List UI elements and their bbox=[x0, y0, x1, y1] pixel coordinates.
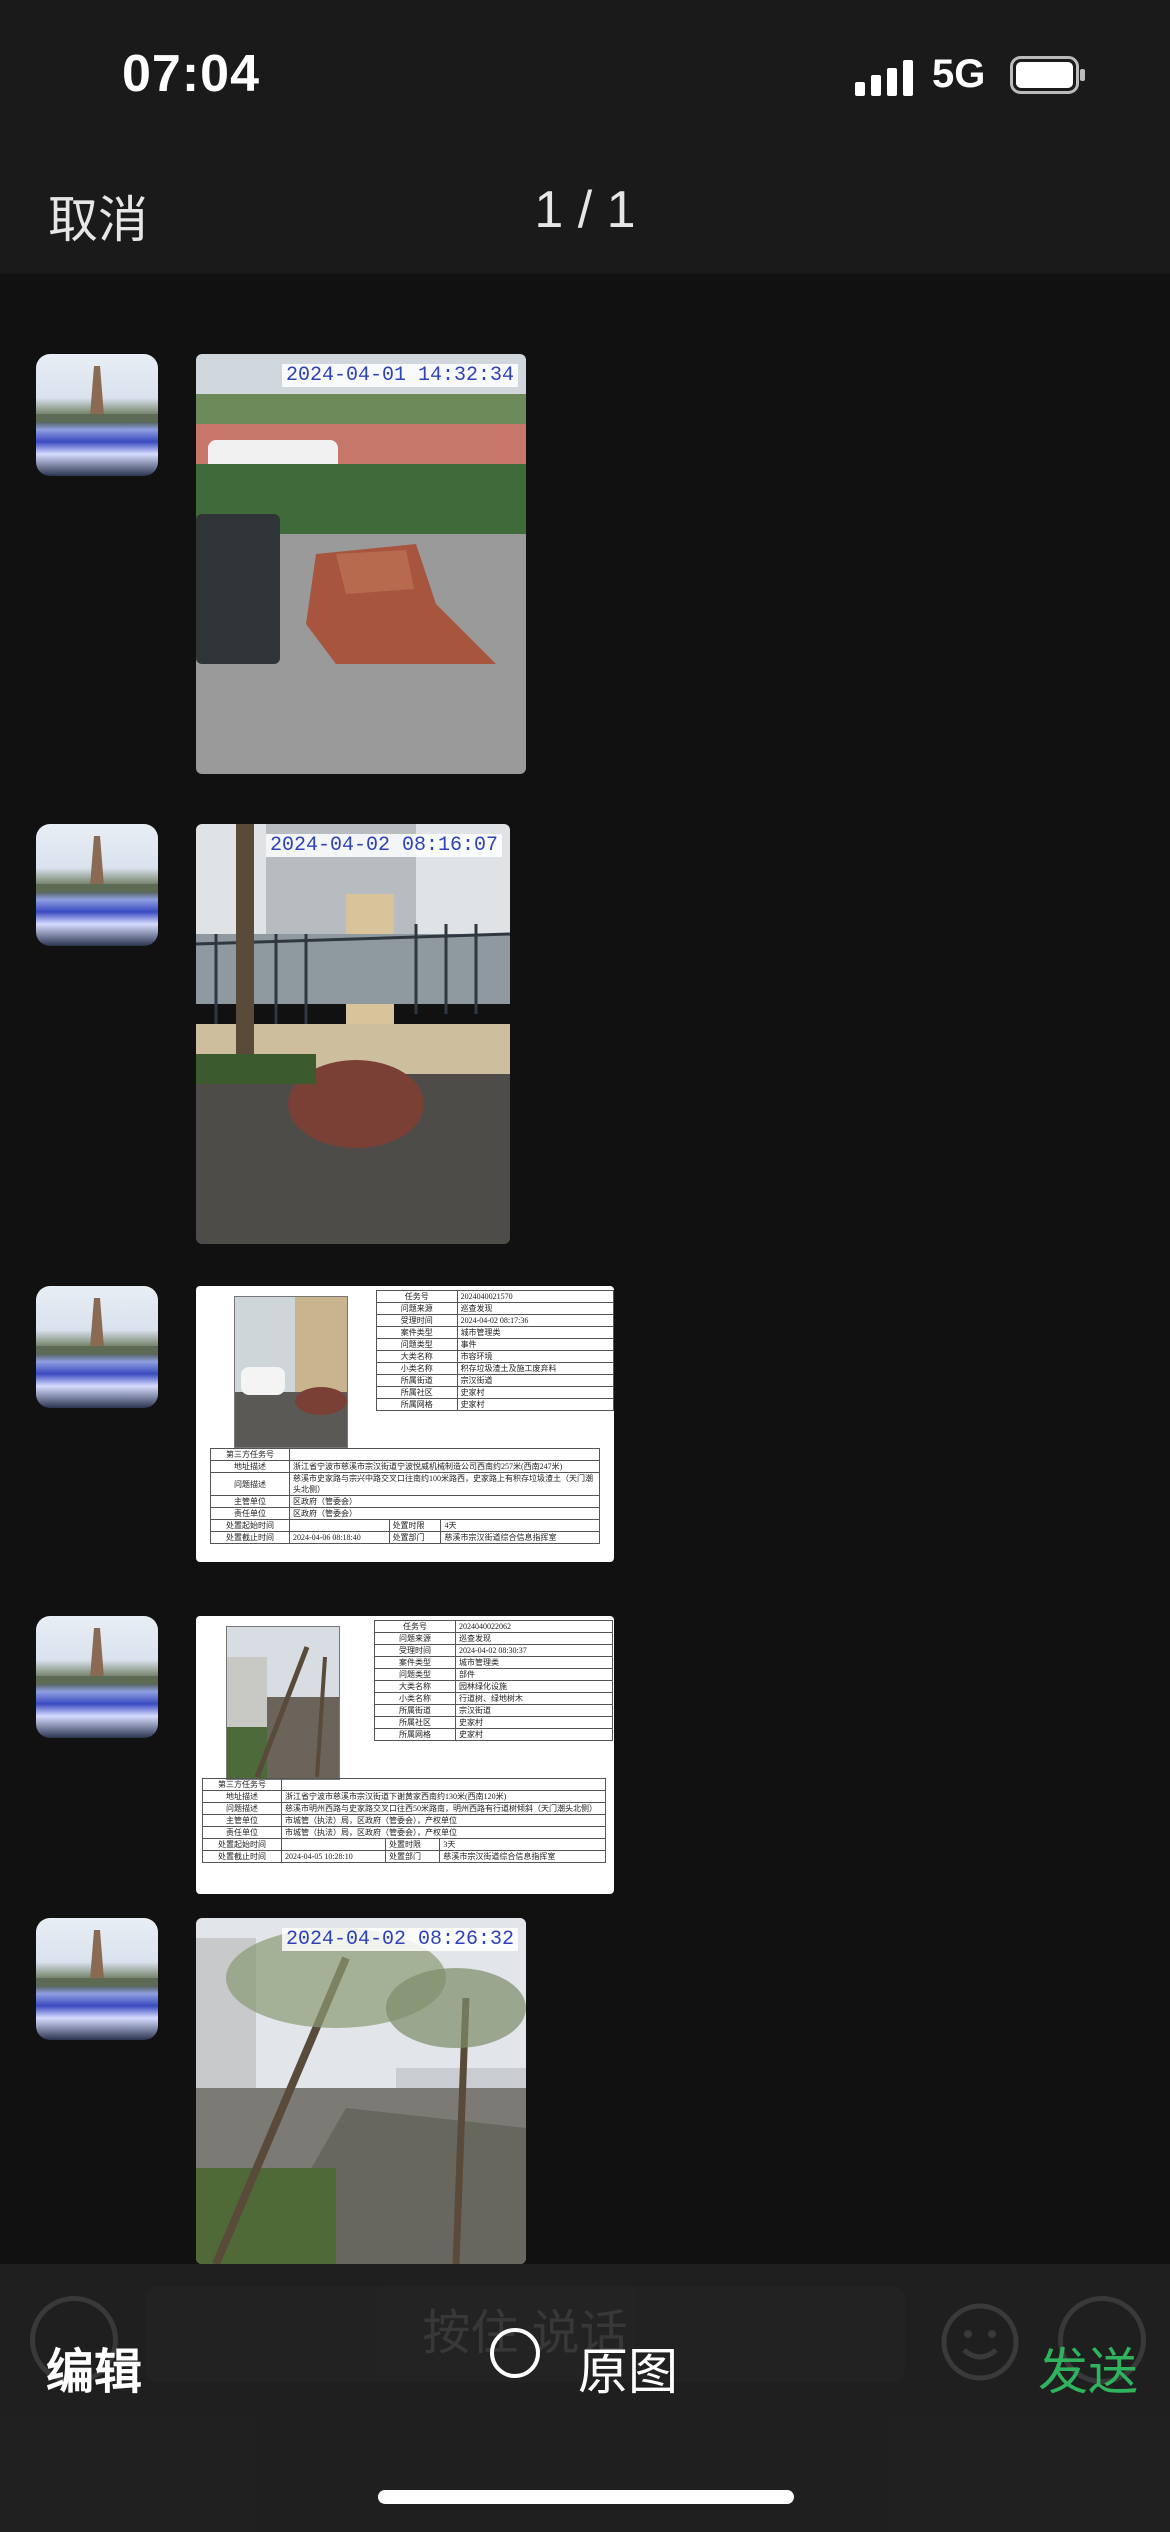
form-bottom-table: 第三方任务号 地址描述 浙江省宁波市慈溪市宗汉街道宁波悦威机械制造公司西南约257… bbox=[210, 1448, 600, 1544]
photo-thumbnail[interactable]: 2024-04-02 08:26:32 bbox=[196, 1918, 526, 2264]
case-form-thumbnail[interactable]: 任务号 2024040021570 问题来源 巡查发现 受理时间 2024-04-02… bbox=[196, 1286, 614, 1562]
image-list[interactable]: 2024-04-01 14:32:34 bbox=[0, 274, 1170, 2264]
case-photo bbox=[226, 1626, 340, 1780]
avatar[interactable] bbox=[36, 1918, 158, 2040]
send-button[interactable]: 发送 bbox=[1038, 2344, 1138, 2400]
plus-icon bbox=[1058, 2296, 1146, 2384]
original-image-label[interactable]: 原图 bbox=[578, 2344, 678, 2400]
battery-icon bbox=[1010, 56, 1085, 94]
photo-timestamp: 2024-04-01 14:32:34 bbox=[281, 364, 518, 387]
cancel-button[interactable]: 取消 bbox=[48, 192, 148, 248]
form-top-table: 任务号 2024040022062 问题来源 巡查发现 受理时间 2024-04-02… bbox=[374, 1620, 613, 1741]
photo-thumbnail[interactable]: 2024-04-01 14:32:34 bbox=[196, 354, 526, 774]
network-type: 5G bbox=[932, 52, 986, 96]
emoji-icon bbox=[941, 2303, 1019, 2381]
form-bottom-table: 第三方任务号 地址描述 浙江省宁波市慈溪市宗汉街道下谢黄家西南约130米(西南12… bbox=[202, 1778, 606, 1863]
case-form-thumbnail[interactable]: 任务号 2024040022062 问题来源 巡查发现 受理时间 2024-04-02… bbox=[196, 1616, 614, 1894]
photo-thumbnail[interactable]: 2024-04-02 08:16:07 bbox=[196, 824, 510, 1244]
form-top-table: 任务号 2024040021570 问题来源 巡查发现 受理时间 2024-04-02… bbox=[376, 1290, 614, 1411]
home-indicator[interactable] bbox=[378, 2490, 794, 2504]
original-image-radio[interactable] bbox=[490, 2328, 540, 2378]
cellular-signal-icon bbox=[855, 60, 915, 96]
case-photo bbox=[234, 1296, 348, 1448]
edit-button[interactable]: 编辑 bbox=[46, 2346, 143, 2399]
bottom-toolbar: 按住 说话 编辑 原图 发送 bbox=[0, 2264, 1170, 2532]
avatar[interactable] bbox=[36, 824, 158, 946]
preview-header: 取消 1 / 1 bbox=[0, 150, 1170, 274]
voice-icon bbox=[30, 2296, 118, 2384]
avatar[interactable] bbox=[36, 354, 158, 476]
photo-timestamp: 2024-04-02 08:26:32 bbox=[281, 1928, 518, 1951]
status-time: 07:04 bbox=[122, 45, 260, 103]
avatar[interactable] bbox=[36, 1616, 158, 1738]
photo-timestamp: 2024-04-02 08:16:07 bbox=[265, 834, 502, 857]
page-counter: 1 / 1 bbox=[534, 181, 636, 239]
avatar[interactable] bbox=[36, 1286, 158, 1408]
status-bar: 07:04 5G bbox=[0, 0, 1170, 150]
